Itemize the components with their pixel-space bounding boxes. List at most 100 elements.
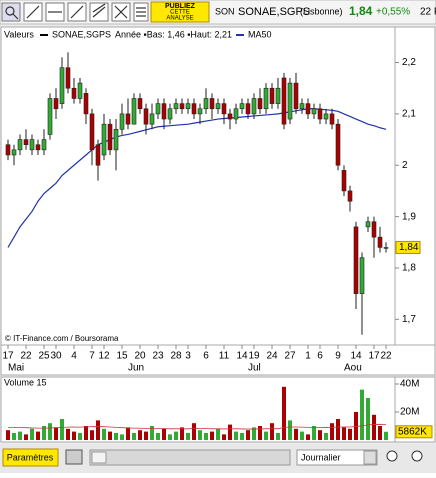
candle-body	[179, 103, 185, 110]
volume-bar	[228, 424, 232, 440]
scrollbar[interactable]	[89, 449, 291, 466]
volume-bar	[24, 434, 28, 440]
candle-body	[47, 98, 53, 135]
candle-body	[341, 170, 347, 192]
candle-body	[53, 98, 59, 110]
candle-body	[23, 139, 29, 146]
x-tick-label: 12	[98, 351, 110, 362]
x-tick-label: 15	[116, 351, 128, 362]
volume-bar	[264, 431, 268, 440]
volume-bar	[162, 428, 166, 440]
x-tick-label: 4	[71, 351, 77, 362]
volume-bar	[42, 426, 46, 440]
last-price-label: 1,84	[399, 242, 419, 253]
volume-bar	[348, 428, 352, 440]
y-tick-label: 2	[402, 160, 408, 171]
y-tick-label: 1,9	[402, 211, 416, 222]
volume-bar	[126, 427, 130, 440]
print-button[interactable]	[65, 449, 83, 465]
zoom-out[interactable]	[411, 450, 423, 462]
volume-bar	[360, 389, 364, 440]
x-tick-label: 24	[266, 351, 278, 362]
candle-body	[299, 103, 305, 110]
x-tick-label: 22	[380, 351, 392, 362]
volume-bar	[180, 427, 184, 440]
candle-body	[83, 93, 89, 115]
candle-body	[245, 103, 251, 115]
candle-body	[167, 108, 173, 120]
volume-bar	[258, 426, 262, 440]
candle-body	[77, 82, 83, 99]
volume-bar	[30, 428, 34, 440]
x-tick-label: 6	[203, 351, 209, 362]
y-tick-label: 2,2	[402, 57, 416, 68]
x-tick-label: 9	[335, 351, 341, 362]
volume-bar	[66, 428, 70, 440]
y-tick-label: 20M	[400, 407, 419, 418]
volume-bar	[366, 398, 370, 440]
candle-body	[377, 236, 383, 248]
volume-bar	[270, 423, 274, 440]
candle-body	[215, 103, 221, 110]
publish-text: PUBLIEZ	[165, 3, 196, 10]
x-tick-label: 11	[219, 351, 230, 362]
legend-series: SONAE,SGPS	[52, 29, 111, 39]
candle-body	[185, 103, 191, 110]
candle-body	[59, 67, 65, 104]
candle-body	[221, 103, 227, 115]
publish-button[interactable]	[150, 1, 210, 23]
candle-body	[137, 98, 143, 110]
volume-bar	[330, 423, 334, 440]
volume-bar	[108, 431, 112, 440]
candle-body	[287, 82, 293, 120]
candle-body	[95, 144, 101, 166]
candle-body	[203, 98, 209, 110]
x-tick-label: 20	[134, 351, 146, 362]
x-tick-label: 30	[50, 351, 62, 362]
volume-ma-line	[8, 423, 387, 430]
volume-bar	[222, 434, 226, 440]
candle-body	[227, 113, 233, 120]
candle-body	[65, 67, 71, 89]
volume-bar	[96, 420, 100, 440]
candle-body	[149, 113, 155, 125]
settings-text: Paramètres	[7, 452, 54, 462]
volume-bar	[150, 426, 154, 440]
volume-title: Volume 15	[4, 377, 47, 387]
scroll-thumb[interactable]	[91, 451, 107, 464]
volume-bar	[204, 433, 208, 440]
volume-bar	[198, 430, 202, 440]
candle-body	[335, 123, 341, 166]
candle-body	[353, 226, 359, 294]
volume-bar	[120, 434, 124, 440]
volume-bar	[36, 431, 40, 440]
volume-bar	[252, 427, 256, 440]
volume-bar	[60, 419, 64, 440]
tool-icons	[1, 2, 149, 22]
last-price-box	[395, 240, 421, 254]
volume-bar	[378, 426, 382, 440]
ticker-code: SON	[215, 6, 235, 16]
candle-body	[347, 190, 353, 202]
volume-bar	[306, 434, 310, 440]
candle-body	[35, 144, 41, 151]
x-tick-label: 1	[305, 351, 311, 362]
x-tick-label: 17	[2, 351, 14, 362]
publish-text: CETTE	[170, 10, 190, 16]
volume-bar	[336, 419, 340, 440]
candle-body	[107, 123, 113, 151]
period-select[interactable]	[296, 449, 378, 466]
candle-body	[11, 149, 17, 156]
volume-bar	[78, 433, 82, 440]
volume-bar	[282, 386, 286, 440]
volume-bar	[246, 430, 250, 440]
last-volume-label: 5862K	[398, 426, 427, 437]
zoom-in[interactable]	[386, 450, 398, 462]
settings-button[interactable]	[2, 448, 59, 467]
month-label: Mai	[8, 363, 24, 374]
candle-body	[275, 87, 281, 104]
volume-bar	[186, 433, 190, 440]
candle-body	[257, 98, 263, 110]
volume-bar	[18, 431, 22, 440]
ticker-price: 1,84	[349, 4, 373, 18]
